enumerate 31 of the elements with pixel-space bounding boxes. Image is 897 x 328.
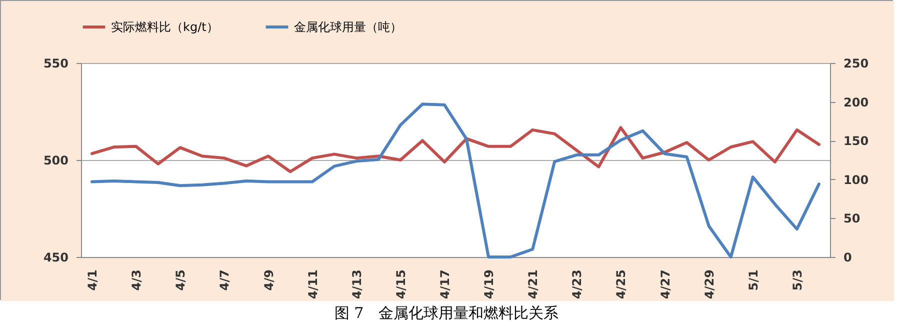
y2-tick-label: 0 [844, 250, 852, 264]
x-tick-label: 4/29 [702, 270, 716, 299]
line-series [90, 102, 820, 258]
y2-tick-label: 150 [844, 134, 869, 148]
x-tick-label: 4/13 [350, 270, 364, 299]
caption: 图 7 金属化球用量和燃料比关系 [333, 304, 560, 323]
x-tick-label: 4/27 [658, 270, 672, 299]
x-tick-label: 5/1 [746, 270, 760, 291]
legend-label: 实际燃料比（kg/t） [111, 20, 218, 34]
x-tick-label: 4/15 [394, 270, 408, 299]
x-tick-label: 4/1 [86, 270, 100, 291]
y-tick-label: 450 [43, 250, 68, 264]
x-tick-label: 4/25 [614, 270, 628, 299]
x-tick-label: 4/7 [218, 270, 232, 291]
x-tick-label: 4/19 [482, 270, 496, 299]
x-tick-label: 4/23 [570, 270, 584, 299]
y-tick-label: 500 [43, 154, 68, 168]
x-tick-label: 4/21 [526, 270, 540, 299]
y2-tick-label: 250 [844, 56, 869, 70]
y2-tick-label: 200 [844, 95, 869, 110]
x-tick-label: 4/5 [174, 270, 188, 291]
x-tick-label: 4/11 [306, 270, 320, 299]
x-tick-label: 4/9 [262, 270, 276, 291]
y-tick-label: 550 [43, 56, 68, 70]
y2-tick-label: 50 [844, 212, 860, 226]
x-tick-label: 5/3 [790, 270, 804, 291]
y2-tick-label: 100 [844, 172, 869, 187]
x-tick-label: 4/17 [438, 270, 452, 299]
line-series [90, 126, 820, 174]
x-tick-label: 4/3 [130, 270, 144, 291]
legend-label: 金属化球用量（吨） [294, 20, 402, 34]
